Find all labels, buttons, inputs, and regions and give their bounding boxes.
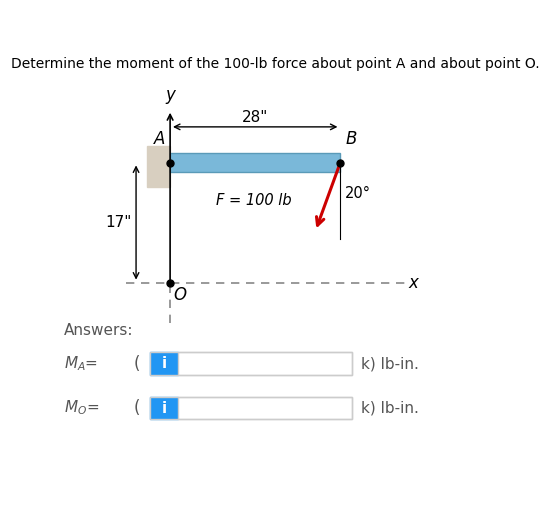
Text: Determine the moment of the 100-lb force about point A and about point O.: Determine the moment of the 100-lb force… xyxy=(11,57,540,71)
Text: k) lb-in.: k) lb-in. xyxy=(360,356,418,371)
Text: (: ( xyxy=(134,399,140,417)
Text: (: ( xyxy=(134,354,140,372)
Text: y: y xyxy=(165,86,175,104)
Bar xyxy=(178,352,353,375)
Text: 20°: 20° xyxy=(345,186,371,201)
Text: F = 100 lb: F = 100 lb xyxy=(216,193,291,208)
Text: $M_O$=: $M_O$= xyxy=(64,399,101,418)
Bar xyxy=(150,397,353,420)
Bar xyxy=(150,397,178,420)
Text: 28": 28" xyxy=(242,110,268,125)
Bar xyxy=(170,153,341,172)
Text: B: B xyxy=(345,130,356,148)
Text: Answers:: Answers: xyxy=(64,323,133,338)
Text: A: A xyxy=(154,130,165,148)
Text: i: i xyxy=(161,400,166,415)
Text: i: i xyxy=(161,356,166,371)
Text: $M_A$=: $M_A$= xyxy=(64,354,100,373)
Bar xyxy=(148,146,170,187)
Bar xyxy=(178,397,353,420)
Bar xyxy=(150,352,353,375)
Bar xyxy=(150,352,178,375)
Text: O: O xyxy=(174,286,186,304)
Text: k) lb-in.: k) lb-in. xyxy=(360,400,418,415)
Text: x: x xyxy=(408,274,418,292)
Text: 17": 17" xyxy=(106,215,132,230)
